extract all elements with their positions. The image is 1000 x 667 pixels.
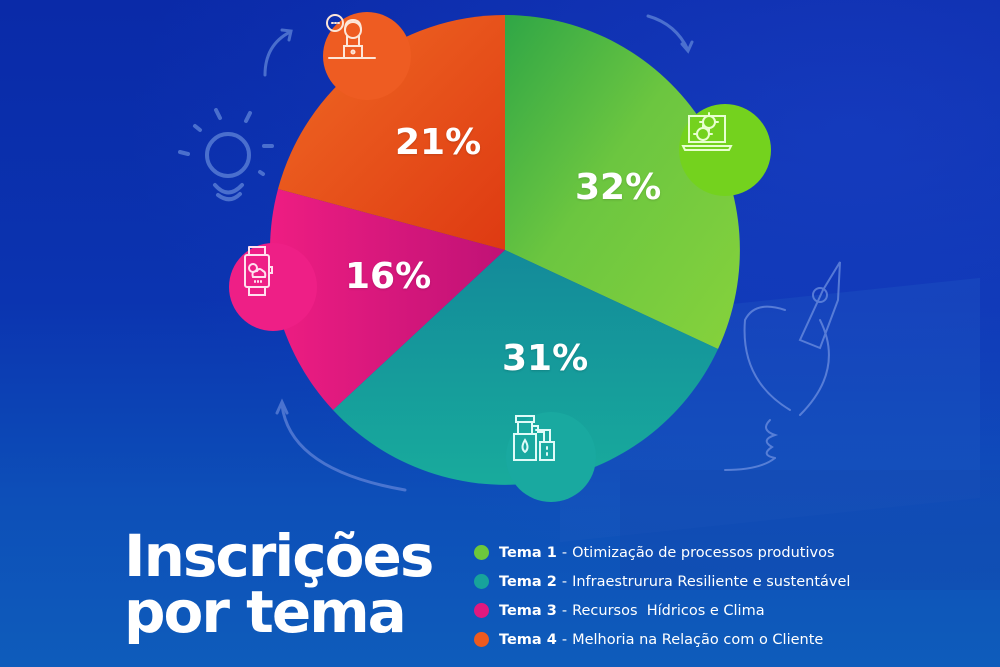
legend-dot-teal [474,574,489,589]
badge-tema-2 [506,412,596,502]
legend-tema-label: Tema 1 [499,544,557,561]
legend-text: Infraestrurura Resiliente e sustentável [572,573,851,590]
legend-text: Otimização de processos produtivos [572,544,835,561]
legend-separator: - [561,544,568,561]
pie-slice-tema-4 [278,15,505,250]
legend-tema-label: Tema 4 [499,631,557,648]
legend-separator: - [561,631,568,648]
legend-item-tema-3: Tema 3 - Recursos Hídricos e Clima [474,596,850,625]
badge-tema-3 [229,243,317,331]
legend-tema-label: Tema 3 [499,602,557,619]
laptop-gears-icon [681,112,733,151]
legend-text: Melhoria na Relação com o Cliente [572,631,824,648]
title-line-1: Inscrições [124,522,434,590]
legend-item-tema-4: Tema 4 - Melhoria na Relação com o Clien… [474,625,850,654]
pie-slice-tema-1 [505,15,740,349]
legend-dot-magenta [474,603,489,618]
badge-tema-4 [323,12,411,100]
slice-label-tema-3: 16% [345,256,432,297]
legend-item-tema-2: Tema 2 - Infraestrurura Resiliente e sus… [474,567,850,596]
slice-label-tema-2: 31% [502,338,589,379]
legend-dot-green [474,545,489,560]
page-title: Inscrições por tema [124,522,434,646]
title-line-2: por tema [124,578,407,646]
water-filter-machine-icon [513,415,555,461]
pie-slice-tema-2 [333,250,718,485]
legend-item-tema-1: Tema 1 - Otimização de processos produti… [474,538,850,567]
pie-slice-tema-3 [269,189,505,410]
slice-label-tema-1: 32% [575,167,662,208]
badge-tema-1 [679,104,771,196]
smartwatch-weather-icon [244,246,273,296]
chart-legend: Tema 1 - Otimização de processos produti… [474,538,850,654]
legend-dot-orange [474,632,489,647]
legend-separator: - [561,573,568,590]
legend-separator: - [561,602,568,619]
slice-label-tema-4: 21% [395,122,482,163]
legend-text: Recursos Hídricos e Clima [572,602,765,619]
customer-support-agent-icon [326,14,376,59]
legend-tema-label: Tema 2 [499,573,557,590]
